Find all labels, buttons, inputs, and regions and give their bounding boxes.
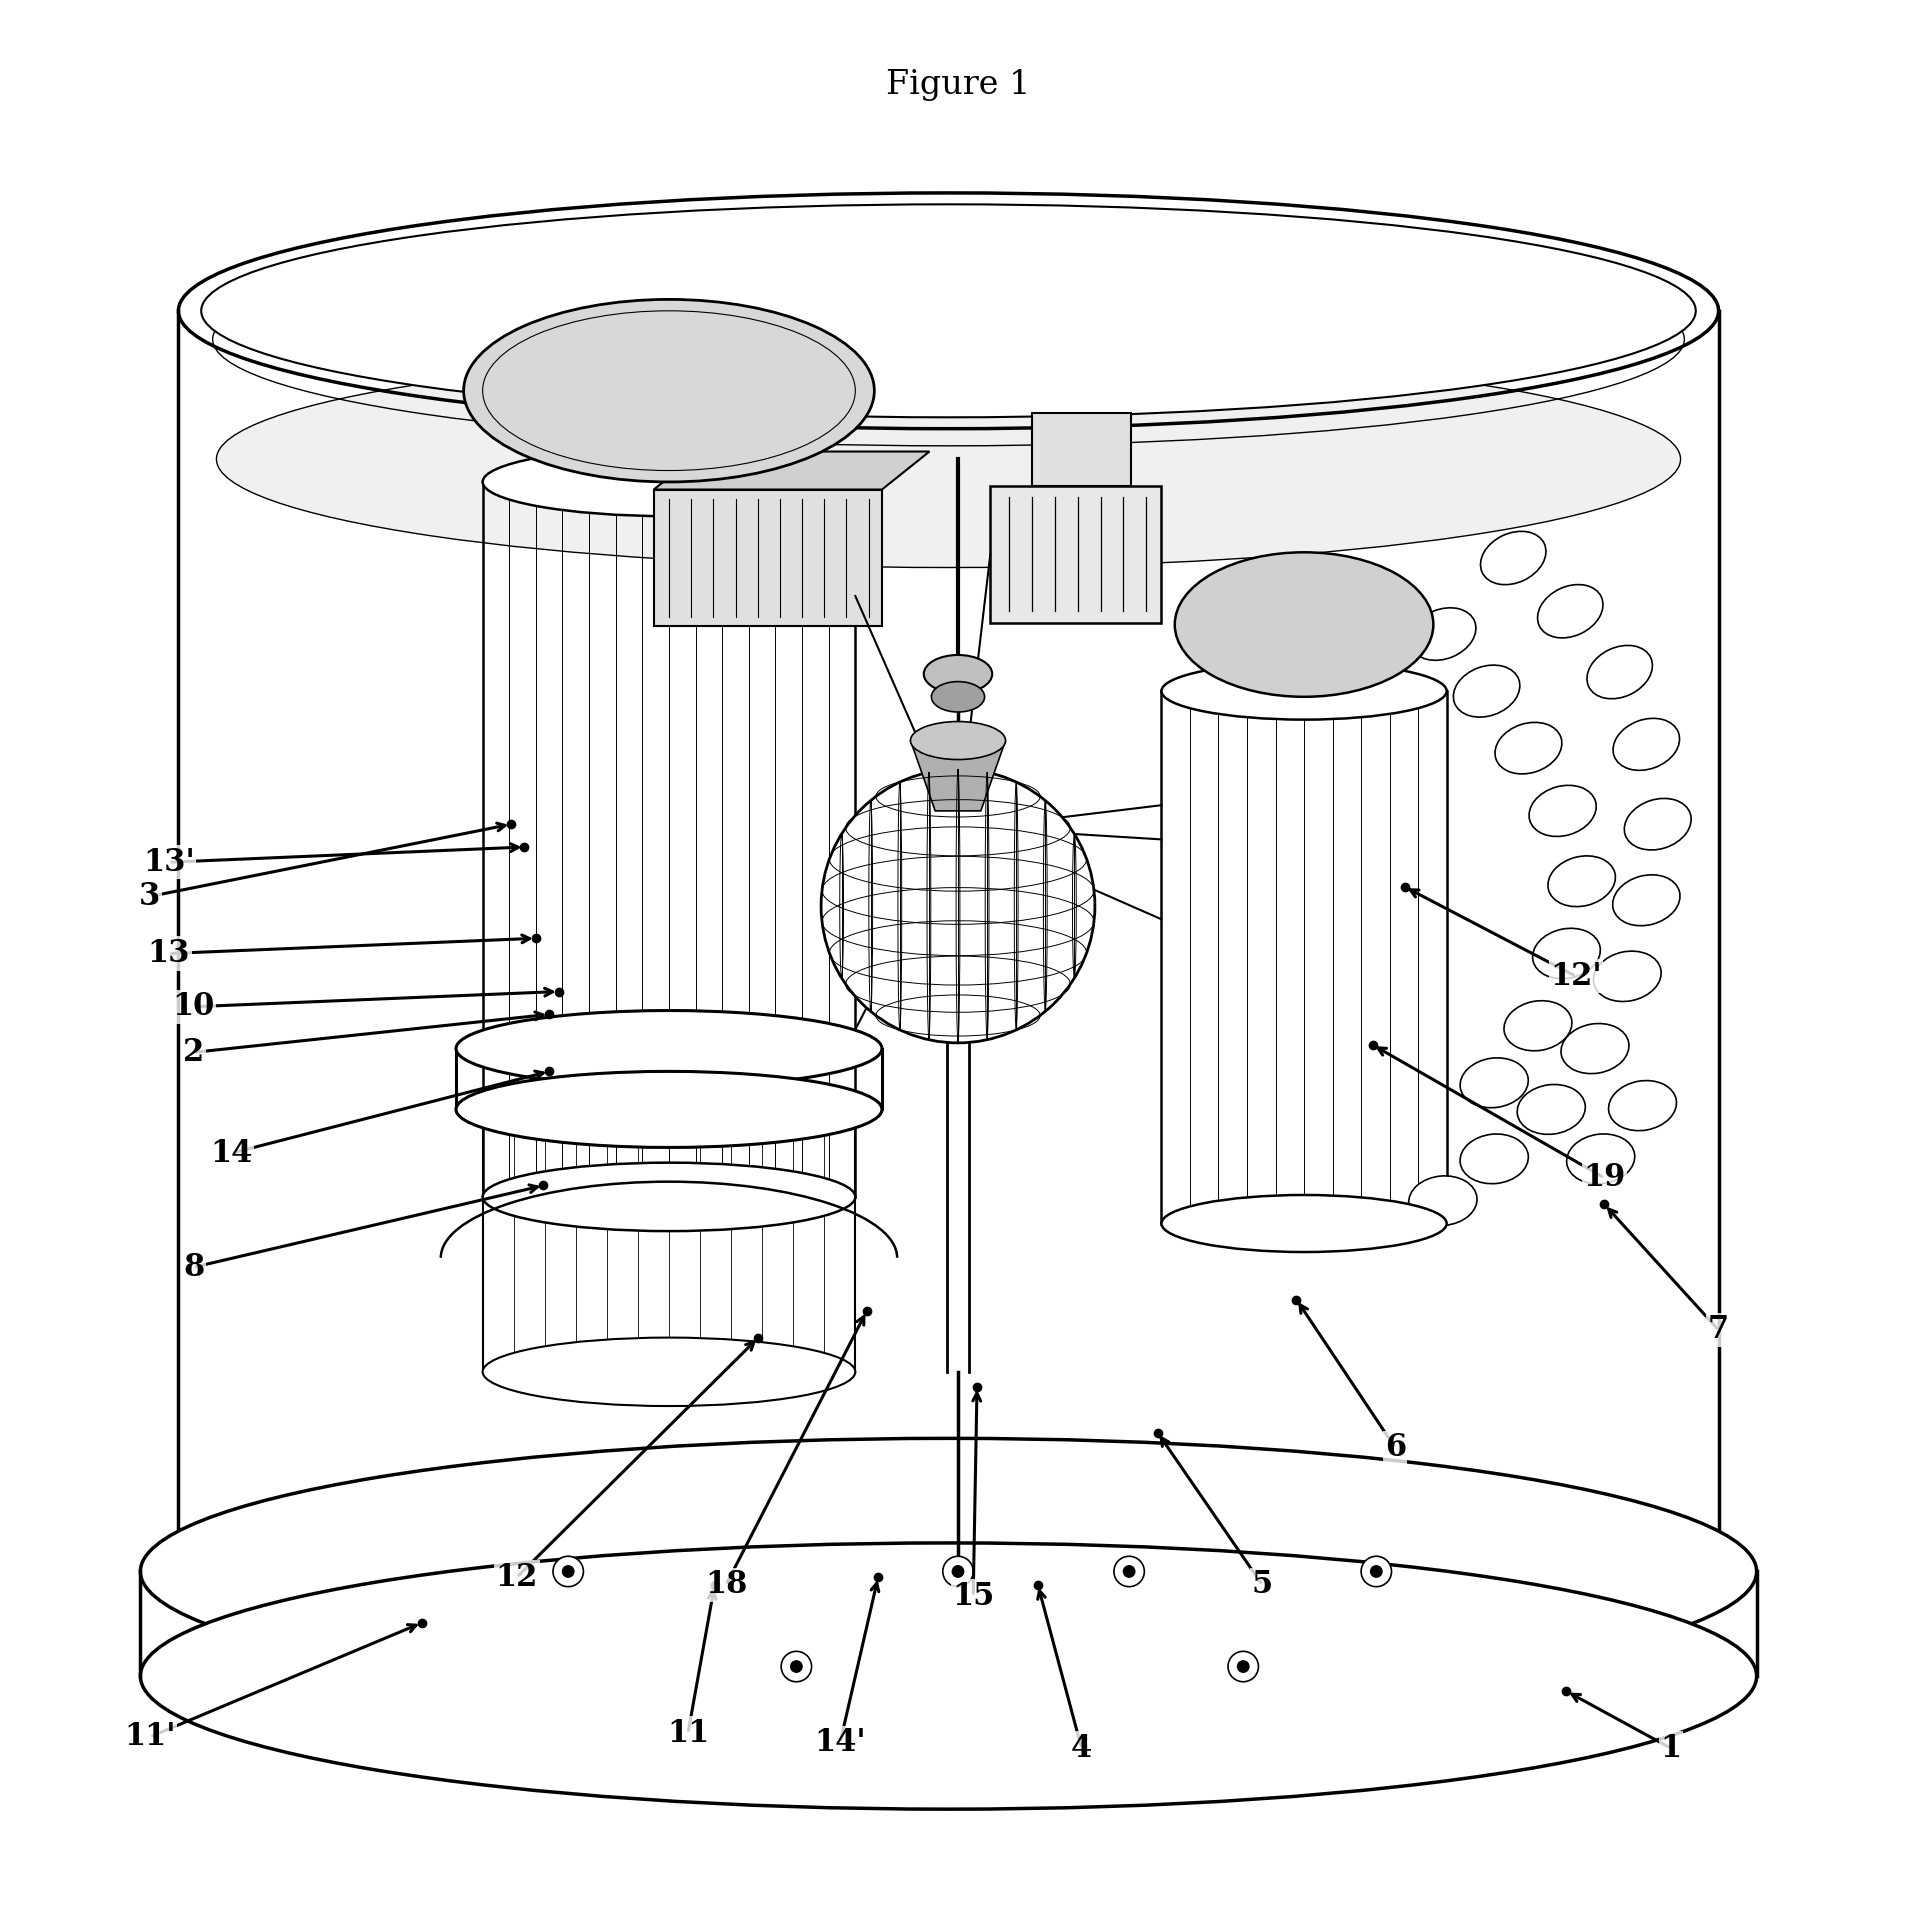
Ellipse shape [456, 1072, 881, 1148]
Ellipse shape [1567, 1135, 1634, 1184]
Circle shape [943, 1556, 973, 1587]
Ellipse shape [931, 681, 985, 711]
Circle shape [1228, 1651, 1259, 1682]
Ellipse shape [910, 721, 1006, 759]
Circle shape [1370, 1566, 1381, 1577]
Ellipse shape [1517, 1085, 1585, 1135]
Circle shape [822, 769, 1094, 1043]
Text: 12': 12' [1550, 961, 1602, 992]
Ellipse shape [1408, 1177, 1477, 1226]
Polygon shape [910, 740, 1006, 810]
Ellipse shape [1609, 1081, 1676, 1131]
Text: 1: 1 [1661, 1733, 1682, 1764]
Ellipse shape [140, 1438, 1757, 1705]
Ellipse shape [1481, 532, 1546, 585]
Ellipse shape [1161, 662, 1447, 719]
Ellipse shape [1613, 719, 1680, 770]
Ellipse shape [924, 654, 992, 692]
Text: 11: 11 [667, 1718, 709, 1749]
Text: 7: 7 [1707, 1314, 1728, 1346]
Bar [653, 490, 881, 627]
Text: 10: 10 [172, 992, 215, 1022]
Bar [991, 486, 1161, 624]
Ellipse shape [1548, 856, 1615, 906]
Circle shape [791, 1661, 803, 1672]
Text: 2: 2 [184, 1037, 205, 1068]
Ellipse shape [1529, 786, 1596, 837]
Text: 5: 5 [1251, 1569, 1272, 1600]
Ellipse shape [1537, 585, 1604, 639]
Ellipse shape [1504, 1001, 1571, 1051]
Ellipse shape [1625, 799, 1692, 851]
Circle shape [1123, 1566, 1134, 1577]
Ellipse shape [140, 1543, 1757, 1810]
Circle shape [782, 1651, 812, 1682]
Circle shape [1360, 1556, 1391, 1587]
Ellipse shape [1586, 645, 1652, 698]
Ellipse shape [1613, 875, 1680, 925]
Ellipse shape [456, 1011, 881, 1087]
Polygon shape [653, 452, 929, 490]
Ellipse shape [217, 351, 1680, 568]
Ellipse shape [483, 448, 855, 517]
Circle shape [1238, 1661, 1249, 1672]
Text: 6: 6 [1385, 1432, 1406, 1463]
Ellipse shape [464, 299, 874, 482]
Ellipse shape [201, 204, 1696, 418]
Ellipse shape [1454, 666, 1519, 717]
Text: 8: 8 [184, 1251, 205, 1283]
Ellipse shape [1460, 1058, 1529, 1108]
Text: 4: 4 [1071, 1733, 1092, 1764]
Text: 14': 14' [814, 1728, 866, 1758]
Ellipse shape [1460, 1135, 1529, 1184]
Ellipse shape [1494, 723, 1562, 774]
Ellipse shape [483, 1076, 855, 1144]
Text: Figure 1: Figure 1 [885, 69, 1031, 101]
Ellipse shape [1533, 929, 1600, 978]
Circle shape [952, 1566, 964, 1577]
Text: 14: 14 [211, 1138, 253, 1169]
Text: 19: 19 [1583, 1163, 1625, 1194]
Ellipse shape [1175, 553, 1433, 696]
Text: 15: 15 [952, 1581, 994, 1611]
Ellipse shape [1161, 1196, 1447, 1253]
Ellipse shape [1410, 608, 1475, 660]
Circle shape [554, 1556, 582, 1587]
Ellipse shape [1562, 1024, 1629, 1074]
Circle shape [563, 1566, 575, 1577]
Ellipse shape [483, 1163, 855, 1232]
Text: 3: 3 [140, 881, 161, 912]
Ellipse shape [483, 1337, 855, 1405]
Text: 18: 18 [705, 1569, 747, 1600]
Circle shape [1113, 1556, 1144, 1587]
Bar [1033, 414, 1130, 486]
Text: 12: 12 [496, 1562, 538, 1592]
Ellipse shape [1594, 952, 1661, 1001]
Text: 11': 11' [125, 1722, 176, 1753]
Text: 13': 13' [144, 847, 195, 877]
Text: 13: 13 [148, 938, 190, 969]
